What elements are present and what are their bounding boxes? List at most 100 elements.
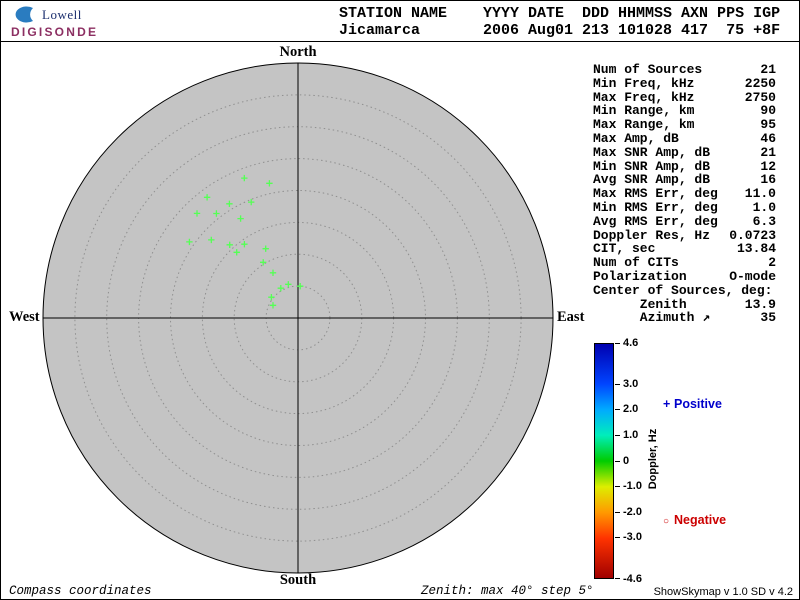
source-point xyxy=(266,180,273,187)
stat-value: 21 xyxy=(760,62,776,77)
stat-value: 16 xyxy=(760,172,776,188)
source-point xyxy=(237,215,244,222)
colorbar-ticks: 4.6 3.0 2.0 1.0 0 -1.0 -2.0 -3.0 -4.6 xyxy=(614,337,659,585)
stat-value: 2250 xyxy=(744,75,776,91)
stat-value: 12 xyxy=(760,158,776,174)
colorbar-tick xyxy=(615,434,620,436)
stat-label: Max RMS Err, deg xyxy=(593,186,718,202)
colorbar-tick-label: -2.0 xyxy=(623,505,642,518)
stat-label: Azimuth ↗ xyxy=(593,310,711,326)
colorbar-tick-label: 3.0 xyxy=(623,377,639,390)
header-field-values: Jicamarca 2006 Aug01 213 101028 417 75 +… xyxy=(339,22,781,39)
stat-label: Num of CITs xyxy=(593,255,679,271)
stat-row: Num of CITs 2 xyxy=(593,256,776,270)
stat-value: 2 xyxy=(768,255,776,271)
stat-label: Avg SNR Amp, dB xyxy=(593,172,711,188)
stat-row: Center of Sources, deg: xyxy=(593,282,776,298)
stat-value: 95 xyxy=(760,117,776,133)
stat-row: Azimuth ↗ 35 xyxy=(593,311,776,325)
stat-row: CIT, sec 13.84 xyxy=(593,242,776,256)
colorbar xyxy=(594,343,614,579)
stat-label: Max Range, km xyxy=(593,117,695,133)
legend-negative: ○ Negative xyxy=(663,513,726,527)
logo: Lowell DIGISONDE xyxy=(11,6,98,39)
stat-row: Polarization O-mode xyxy=(593,270,776,284)
footer-version: ShowSkymap v 1.0 SD v 4.2 xyxy=(653,586,793,598)
stat-label: Min Freq, kHz xyxy=(593,75,695,91)
stat-row: Avg RMS Err, deg 6.3 xyxy=(593,213,776,229)
stat-row: Min Range, km 90 xyxy=(593,104,776,118)
header-divider xyxy=(1,41,799,42)
compass-west-label: West xyxy=(9,309,40,325)
colorbar-tick-label: 2.0 xyxy=(623,403,639,416)
colorbar-tick-label: -1.0 xyxy=(623,480,642,493)
stat-label: Doppler Res, Hz xyxy=(593,227,711,243)
colorbar-tick xyxy=(615,383,620,385)
stat-value: 13.84 xyxy=(736,241,776,257)
stat-row: Max Amp, dB 46 xyxy=(593,132,776,146)
stat-row: Num of Sources 21 xyxy=(593,63,776,77)
source-point xyxy=(297,283,304,290)
source-point xyxy=(213,210,220,217)
legend-positive-label: Positive xyxy=(674,397,722,411)
stat-label: Max Freq, kHz xyxy=(593,89,695,105)
colorbar-tick-label: 4.6 xyxy=(623,336,639,349)
colorbar-tick-label: 1.0 xyxy=(623,428,639,441)
source-point xyxy=(262,245,269,252)
colorbar-tick-label: -4.6 xyxy=(623,572,642,585)
source-point xyxy=(285,281,292,288)
colorbar-tick xyxy=(615,409,620,411)
colorbar-tick xyxy=(615,486,620,488)
source-point xyxy=(233,249,240,256)
stat-label: Zenith xyxy=(593,296,687,312)
stat-value: 1.0 xyxy=(752,199,776,215)
stat-value: 90 xyxy=(760,103,776,119)
stat-row: Max RMS Err, deg 11.0 xyxy=(593,187,776,201)
stat-label: Min Range, km xyxy=(593,103,695,119)
source-point xyxy=(248,198,255,206)
plus-marker-icon: + xyxy=(663,397,671,411)
source-point xyxy=(277,285,284,292)
colorbar-tick xyxy=(615,460,620,462)
stat-row: Min RMS Err, deg 1.0 xyxy=(593,201,776,215)
source-point xyxy=(241,174,248,182)
colorbar-label: Doppler, Hz xyxy=(647,428,659,490)
stat-row: Max Range, km 95 xyxy=(593,118,776,132)
stat-value: 13.9 xyxy=(744,296,776,312)
stat-label: Max Amp, dB xyxy=(593,130,679,146)
stat-value: 35 xyxy=(760,310,776,326)
source-points xyxy=(186,174,304,309)
compass-east-label: East xyxy=(557,309,585,325)
legend-positive: + Positive xyxy=(663,397,722,411)
stat-value: 6.3 xyxy=(752,213,776,229)
stat-label: Num of Sources xyxy=(593,62,703,77)
stat-row: Zenith 13.9 xyxy=(593,296,776,312)
circle-marker-icon: ○ xyxy=(663,516,670,527)
stat-label: Avg RMS Err, deg xyxy=(593,213,718,229)
stat-label: CIT, sec xyxy=(593,241,656,257)
stat-row: Avg SNR Amp, dB 16 xyxy=(593,173,776,187)
colorbar-tick xyxy=(615,343,620,344)
stat-row: Min SNR Amp, dB 12 xyxy=(593,158,776,174)
source-point xyxy=(269,269,277,276)
source-point xyxy=(208,236,215,244)
source-point xyxy=(268,294,275,301)
legend-negative-label: Negative xyxy=(674,513,727,527)
logo-top: Lowell xyxy=(11,6,98,24)
colorbar-tick-label: 0 xyxy=(623,454,630,467)
source-point xyxy=(260,259,267,266)
stat-value: 11.0 xyxy=(744,186,776,202)
footer-zenith-note: Zenith: max 40° step 5° xyxy=(421,584,594,598)
stat-label: Min RMS Err, deg xyxy=(593,199,718,215)
source-point xyxy=(203,194,211,201)
stat-value: O-mode xyxy=(729,268,776,284)
header-field-names: STATION NAME YYYY DATE DDD HHMMSS AXN PP… xyxy=(339,5,781,22)
source-point xyxy=(226,200,233,207)
source-point xyxy=(226,241,233,248)
stat-label: Center of Sources, deg: xyxy=(593,282,773,298)
footer-coordinates-note: Compass coordinates xyxy=(9,584,152,598)
stats-panel: Num of Sources 21 Min Freq, kHz 2250 Max Fre… xyxy=(593,63,776,325)
colorbar-tick xyxy=(615,578,620,579)
